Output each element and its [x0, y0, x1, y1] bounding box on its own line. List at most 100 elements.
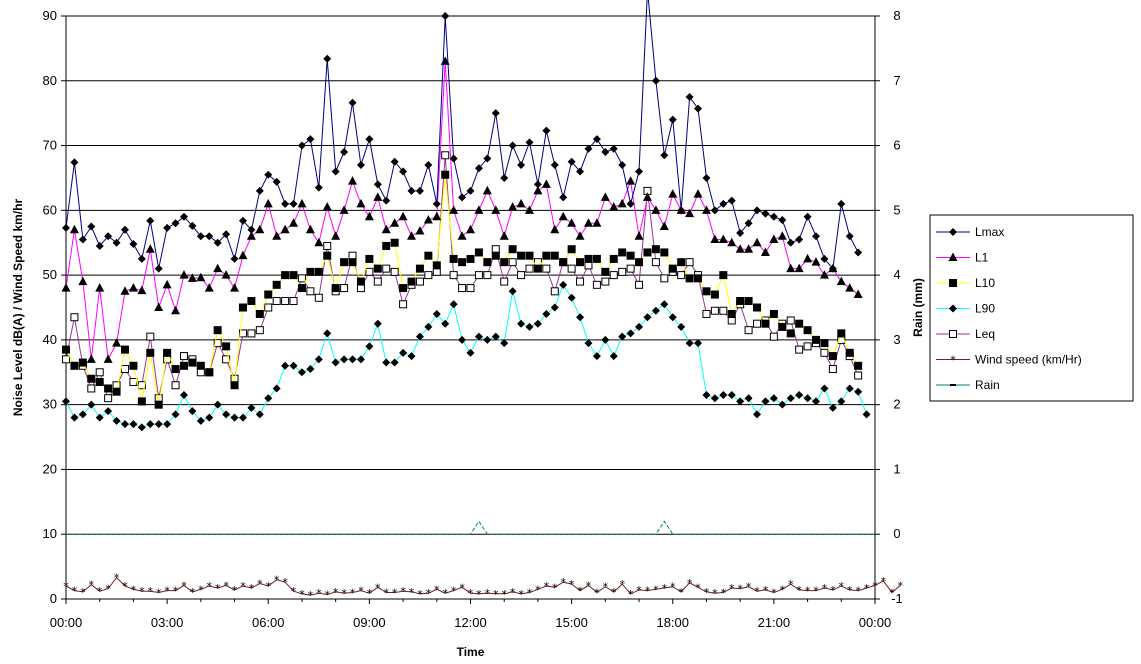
data-point	[407, 231, 417, 240]
data-point	[601, 267, 610, 276]
data-point	[635, 167, 644, 176]
data-point: *	[148, 585, 154, 598]
data-point: *	[97, 585, 103, 598]
data-point	[441, 319, 450, 328]
data-point	[264, 303, 273, 312]
data-point	[677, 258, 686, 267]
data-point	[491, 109, 500, 118]
legend-marker	[949, 330, 957, 338]
data-point	[542, 251, 551, 260]
data-point	[651, 205, 661, 214]
data-point	[837, 199, 846, 208]
data-point	[550, 251, 559, 260]
data-point	[668, 264, 677, 273]
data-point	[264, 170, 273, 179]
data-point	[432, 261, 441, 270]
data-point: *	[493, 588, 499, 601]
data-point: *	[898, 579, 904, 592]
data-point	[373, 277, 382, 286]
data-point	[297, 198, 307, 208]
data-point	[702, 309, 711, 318]
data-point	[761, 319, 770, 328]
data-point: *	[603, 581, 609, 594]
data-point	[348, 251, 357, 260]
data-point: *	[434, 583, 440, 596]
data-point	[660, 274, 669, 283]
data-point	[491, 332, 500, 341]
data-point	[592, 135, 601, 144]
data-point	[786, 316, 795, 325]
data-point	[112, 238, 121, 247]
data-point	[70, 361, 79, 370]
data-point: *	[687, 577, 693, 590]
data-point	[348, 258, 357, 267]
data-point: *	[400, 585, 406, 598]
series-l90	[62, 280, 871, 432]
data-point	[196, 361, 205, 370]
data-point	[323, 329, 332, 338]
data-point	[760, 247, 770, 256]
data-point	[618, 267, 627, 276]
data-point	[508, 245, 517, 254]
data-point	[146, 332, 155, 341]
data-point	[651, 76, 660, 85]
legend-marker	[949, 304, 957, 313]
data-point	[466, 224, 475, 234]
data-point	[154, 264, 163, 273]
data-point: *	[645, 585, 651, 598]
data-point	[297, 274, 306, 283]
data-point: *	[333, 586, 339, 599]
data-point: *	[63, 580, 69, 593]
data-point	[230, 283, 240, 292]
data-point	[685, 208, 695, 218]
data-point	[592, 352, 601, 361]
data-point	[517, 319, 526, 328]
data-point	[761, 397, 770, 406]
data-point	[390, 267, 399, 276]
data-point	[845, 232, 854, 241]
data-point	[297, 284, 306, 293]
data-point	[744, 244, 754, 253]
data-point	[626, 251, 635, 260]
data-point	[609, 352, 618, 361]
data-point	[112, 381, 121, 390]
data-point	[524, 205, 534, 214]
data-point: *	[586, 579, 592, 592]
legend-label: Lmax	[975, 225, 1004, 239]
data-point: *	[198, 583, 204, 596]
data-point	[449, 300, 458, 309]
data-point	[331, 284, 340, 293]
data-point	[281, 361, 290, 370]
data-point	[188, 221, 197, 230]
data-point: *	[80, 586, 86, 599]
data-point	[112, 416, 121, 425]
data-point	[702, 390, 711, 399]
data-point	[356, 198, 366, 208]
data-point	[837, 329, 846, 338]
data-point	[87, 400, 96, 409]
data-point	[853, 289, 863, 299]
data-point: *	[274, 574, 280, 587]
data-point	[567, 218, 577, 227]
data-point	[635, 322, 644, 331]
data-point: *	[173, 585, 179, 598]
data-point	[635, 258, 644, 267]
data-point	[828, 264, 837, 273]
data-point	[583, 218, 593, 227]
data-point: *	[122, 580, 128, 593]
data-point: *	[316, 587, 322, 600]
data-point: *	[308, 589, 314, 602]
data-point	[154, 420, 163, 429]
data-point	[314, 183, 323, 192]
data-point	[500, 339, 509, 348]
series-rain	[66, 520, 875, 535]
data-point	[525, 322, 534, 331]
x-tick-label: 18:00	[656, 615, 689, 630]
data-point	[399, 300, 408, 309]
data-point	[146, 348, 155, 357]
legend-label: Wind speed (km/Hr)	[975, 353, 1082, 367]
data-point	[356, 277, 365, 286]
data-point	[314, 293, 323, 302]
data-point	[584, 144, 593, 153]
